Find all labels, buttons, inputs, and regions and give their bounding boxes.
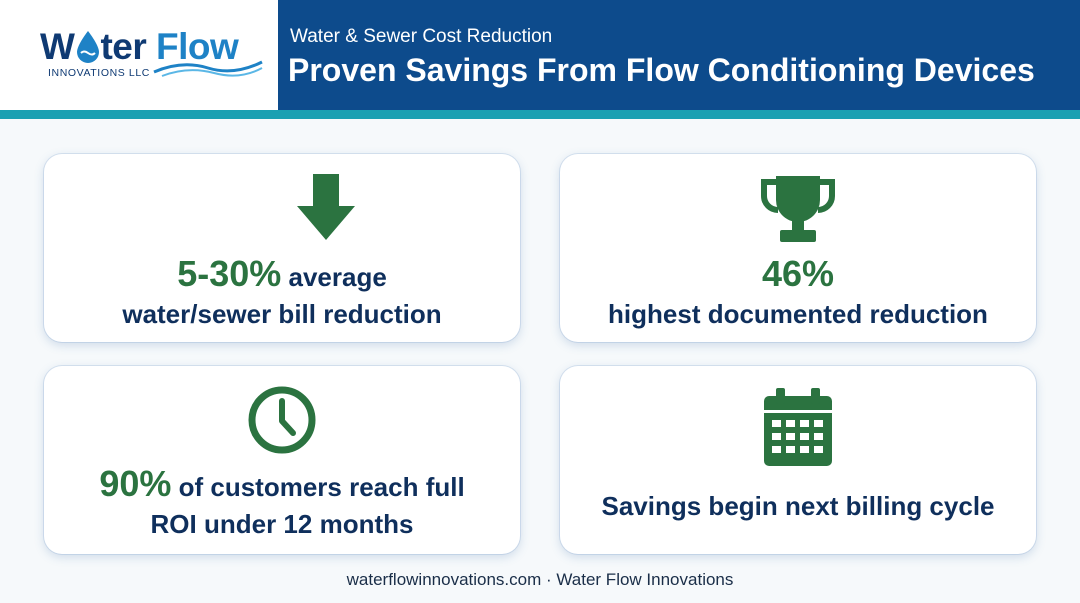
- stat-card-roi: 90% of customers reach full ROI under 12…: [44, 366, 520, 554]
- trophy-icon: [761, 176, 835, 242]
- logo-subtitle: INNOVATIONS LLC: [48, 67, 150, 79]
- stat-card-bill-reduction: 5-30% average water/sewer bill reduction: [44, 154, 520, 342]
- stat-value: 90%: [99, 463, 172, 504]
- card-text: 90% of customers reach full ROI under 12…: [99, 463, 465, 540]
- card-text: 46% highest documented reduction: [560, 256, 1036, 335]
- accent-band: [0, 110, 1080, 119]
- stat-description: Savings begin next billing cycle: [601, 491, 995, 521]
- stat-value: 5-30%: [177, 253, 282, 294]
- stat-description: highest documented reduction: [608, 299, 988, 329]
- calendar-icon: [764, 388, 832, 466]
- card-text: 5-30% average water/sewer bill reduction: [122, 253, 442, 330]
- stat-card-billing-cycle: Savings begin next billing cycle: [560, 366, 1036, 554]
- card-text: Savings begin next billing cycle: [560, 490, 1036, 527]
- header-subtitle: Water & Sewer Cost Reduction: [290, 26, 553, 47]
- clock-icon: [248, 386, 316, 454]
- stat-value: 46%: [761, 253, 835, 294]
- stat-card-highest-reduction: 46% highest documented reduction: [560, 154, 1036, 342]
- water-drop-icon: [77, 31, 99, 63]
- stat-description: ROI under 12 months: [150, 509, 414, 539]
- page-title: Proven Savings From Flow Conditioning De…: [288, 52, 1035, 88]
- footer: waterflowinnovations.com · Water Flow In…: [346, 570, 734, 589]
- waves-icon: [153, 60, 263, 77]
- stat-description: water/sewer bill reduction: [122, 299, 442, 329]
- down-arrow-icon: [297, 174, 355, 240]
